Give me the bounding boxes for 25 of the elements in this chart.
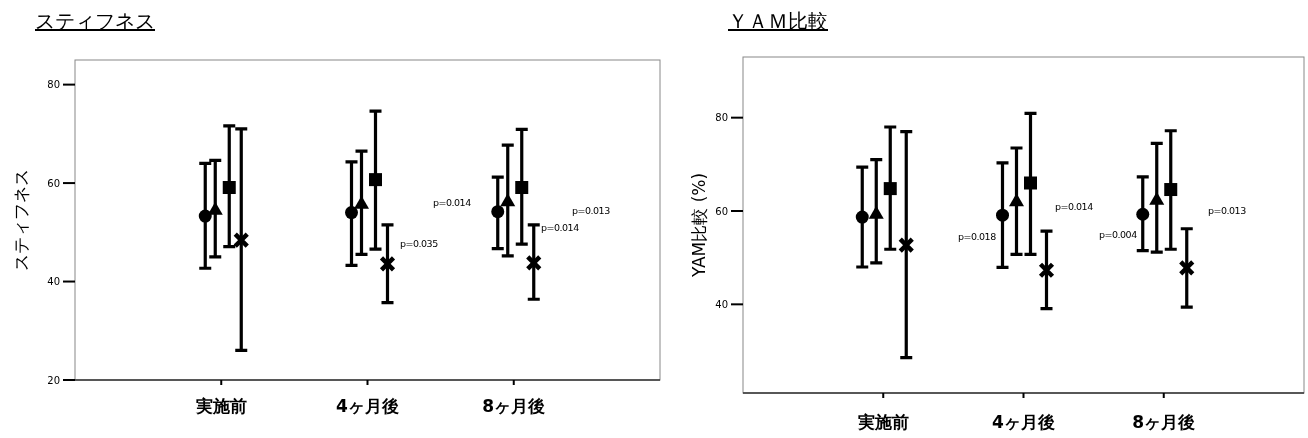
y-tick-label: 80 (715, 112, 728, 124)
y-tick-label: 40 (47, 276, 60, 288)
y-axis-title: YAM比較 (%) (689, 172, 709, 279)
chart-title: ＹＡＭ比較 (728, 9, 828, 33)
annotation: p=0.035 (400, 238, 439, 249)
annotation: p=0.004 (1099, 229, 1138, 240)
y-tick-label: 40 (715, 298, 728, 310)
x-tick-label: 8ヶ月後 (1132, 412, 1196, 432)
y-tick-label: 80 (47, 79, 60, 91)
y-tick-label: 60 (715, 205, 728, 217)
annotation: p=0.014 (433, 197, 472, 208)
y-axis-title: スティフネス (11, 169, 31, 271)
x-tick-label: 4ヶ月後 (336, 396, 399, 416)
y-tick-label: 20 (47, 374, 60, 386)
annotation: p=0.014 (541, 222, 580, 233)
y-tick-label: 60 (47, 177, 60, 189)
x-tick-label: 実施前 (194, 396, 247, 416)
x-tick-label: 8ヶ月後 (482, 396, 546, 416)
chart-title: スティフネス (35, 9, 155, 33)
x-tick-label: 4ヶ月後 (992, 412, 1055, 432)
annotation: p=0.013 (572, 205, 611, 216)
annotation: p=0.014 (1055, 201, 1094, 212)
x-tick-label: 実施前 (856, 412, 909, 432)
annotation: p=0.018 (958, 231, 997, 242)
annotation: p=0.013 (1208, 205, 1247, 216)
